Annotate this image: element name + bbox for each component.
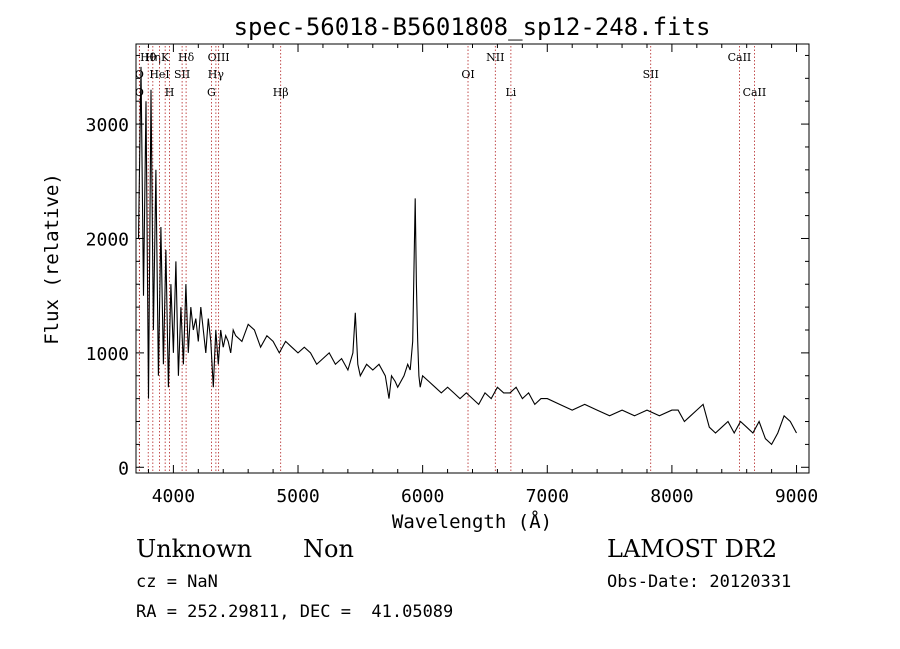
x-tick-label: 8000 <box>650 486 693 507</box>
line-marker-label: OIII <box>208 51 230 64</box>
line-marker-label: SII <box>174 68 190 81</box>
y-tick-label: 1000 <box>86 344 129 365</box>
line-marker-label: SII <box>643 68 659 81</box>
y-axis-label: Flux (relative) <box>41 173 63 345</box>
y-tick-label: 3000 <box>86 115 129 136</box>
plot-frame <box>135 43 810 474</box>
line-marker-label: NII <box>486 51 504 64</box>
spectrum-line <box>137 66 797 446</box>
line-marker-label: CaII <box>743 86 767 99</box>
line-marker-label: G <box>207 86 216 99</box>
y-tick-label: 0 <box>118 458 129 479</box>
x-tick-label: 9000 <box>775 486 818 507</box>
y-tick-label: 2000 <box>86 229 129 250</box>
line-marker-label: H <box>165 86 175 99</box>
line-marker-label: Hγ <box>208 68 225 81</box>
object-class: Unknown <box>136 535 253 563</box>
object-subclass: Non <box>303 535 354 563</box>
x-axis-ticks: 4000 5000 6000 7000 8000 9000 <box>147 44 818 507</box>
x-tick-label: 4000 <box>152 486 195 507</box>
coordinates: RA = 252.29811, DEC = 41.05089 <box>136 602 454 622</box>
survey-name: LAMOST DR2 <box>607 535 778 563</box>
y-axis-ticks: 0 1000 2000 3000 <box>86 54 809 479</box>
line-marker-label: Hβ <box>273 86 289 99</box>
x-axis-label: Wavelength (Å) <box>392 510 552 533</box>
line-marker-label: CaII <box>728 51 752 64</box>
line-marker-label: Li <box>505 86 516 99</box>
observation-date: Obs-Date: 20120331 <box>607 572 792 592</box>
line-marker-label: HeI <box>149 68 169 81</box>
line-marker-label: Hη <box>145 51 161 64</box>
chart-title: spec-56018-B5601808_sp12-248.fits <box>234 13 711 41</box>
line-marker-label: O <box>135 86 144 99</box>
x-tick-label: 5000 <box>276 486 319 507</box>
redshift-cz: cz = NaN <box>136 572 218 592</box>
line-marker-label: K <box>161 51 170 64</box>
line-marker-label: Hδ <box>178 51 195 64</box>
x-tick-label: 6000 <box>401 486 444 507</box>
line-marker-label: OI <box>461 68 474 81</box>
x-tick-label: 7000 <box>526 486 569 507</box>
